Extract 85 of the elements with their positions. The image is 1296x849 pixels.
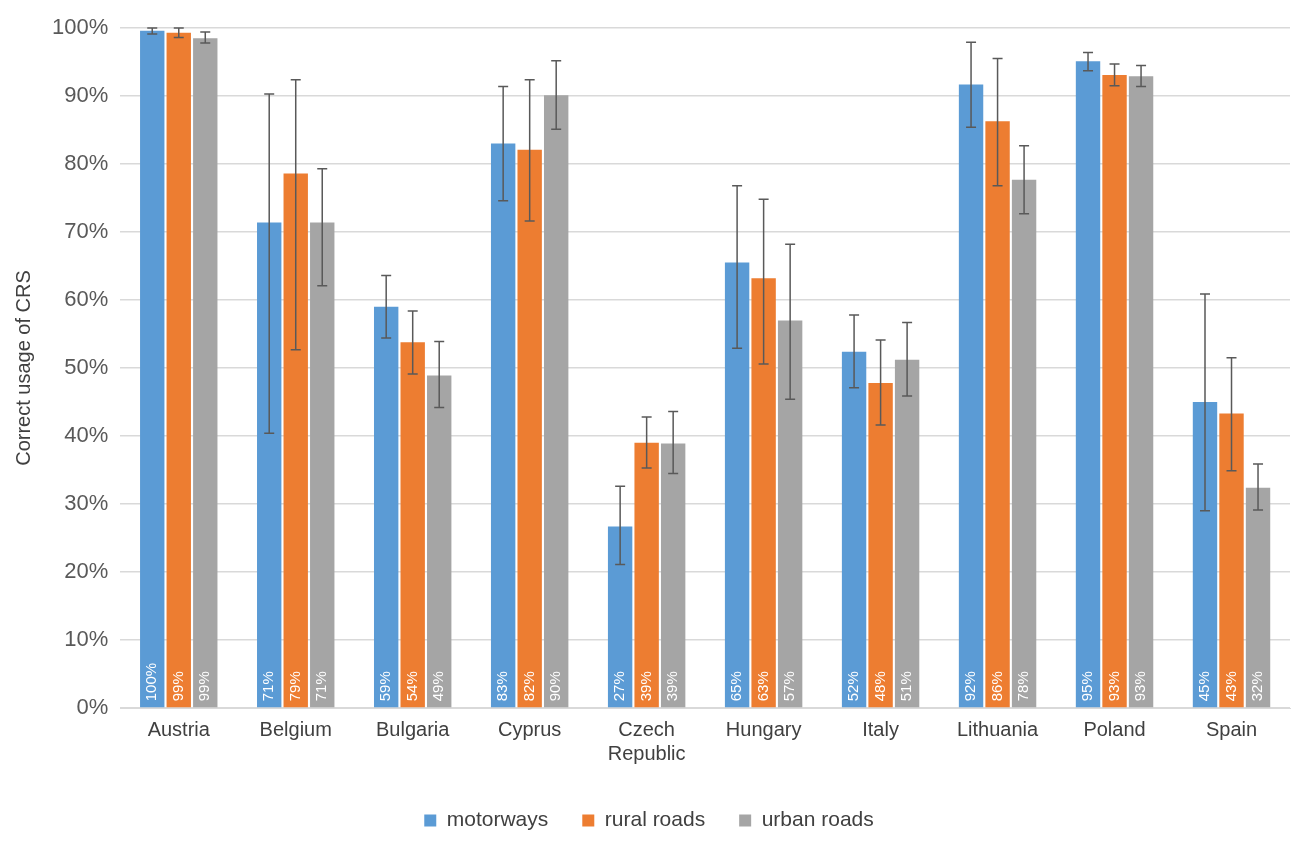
data-label: 32% (1248, 671, 1266, 702)
bar (1192, 402, 1218, 708)
x-tick-label: Hungary (725, 717, 802, 740)
bar (868, 382, 893, 708)
bar (1219, 413, 1244, 708)
legend-label: rural roads (604, 807, 706, 831)
x-tick-label: Poland (1083, 717, 1146, 740)
y-tick-label: 70% (64, 218, 109, 244)
data-label: 86% (987, 671, 1005, 702)
y-tick-label: 40% (64, 422, 109, 448)
y-tick-label: 80% (64, 150, 109, 176)
bar (634, 442, 659, 708)
data-label: 79% (285, 671, 303, 702)
data-label: 43% (1221, 671, 1239, 702)
data-label: 95% (1078, 671, 1096, 702)
y-axis-title: Correct usage of CRS (11, 270, 34, 466)
bar (140, 30, 165, 708)
bar (400, 342, 425, 708)
legend-label: motorways (446, 807, 549, 831)
data-label: 99% (168, 671, 186, 702)
bar (310, 222, 335, 708)
data-label: 93% (1131, 671, 1149, 702)
data-label: 54% (402, 671, 420, 702)
data-label: 45% (1195, 671, 1213, 702)
x-tick-label: Lithuania (956, 717, 1040, 740)
y-tick-label: 100% (51, 14, 109, 40)
y-tick-label: 60% (64, 286, 109, 312)
bar (1102, 74, 1127, 708)
data-label: 59% (376, 671, 394, 702)
y-tick-label: 10% (64, 626, 109, 652)
bar (1245, 487, 1271, 708)
bar (777, 320, 803, 708)
data-label: 48% (870, 671, 888, 702)
bar (751, 278, 776, 708)
x-tick-label: Czech Republic (607, 717, 686, 764)
data-label: 71% (259, 671, 277, 702)
data-label: 71% (312, 671, 330, 702)
bar (193, 38, 218, 708)
data-label: 90% (546, 671, 564, 702)
bar (257, 222, 282, 708)
bar (427, 375, 452, 708)
bar (1128, 76, 1154, 708)
data-label: 57% (780, 671, 798, 702)
y-tick-label: 90% (64, 82, 109, 108)
bar (985, 121, 1010, 708)
data-label: 52% (844, 671, 862, 702)
bar (1011, 179, 1037, 708)
data-label: 78% (1014, 671, 1032, 702)
data-label: 39% (636, 671, 654, 702)
data-label: 51% (897, 671, 915, 702)
bar (607, 526, 633, 708)
x-tick-label: Italy (862, 717, 899, 740)
x-tick-label: Spain (1205, 717, 1258, 740)
bar (517, 149, 542, 708)
data-label: 27% (610, 671, 628, 702)
bar (490, 143, 516, 708)
data-label: 99% (195, 671, 213, 702)
bar (166, 32, 191, 708)
bar (724, 262, 750, 708)
bar (841, 351, 867, 708)
x-tick-label: Austria (147, 717, 211, 740)
y-tick-label: 20% (64, 558, 109, 584)
data-label: 100% (142, 662, 160, 702)
y-tick-label: 0% (76, 694, 109, 720)
data-label: 93% (1104, 671, 1122, 702)
data-label: 39% (663, 671, 681, 702)
data-label: 92% (961, 671, 979, 702)
y-tick-label: 30% (64, 490, 109, 516)
x-tick-label: Belgium (259, 717, 332, 740)
bar (543, 95, 569, 708)
legend-label: urban roads (761, 807, 874, 831)
data-label: 83% (493, 671, 511, 702)
data-label: 49% (429, 671, 447, 702)
x-tick-label: Bulgaria (376, 717, 451, 740)
bar (958, 84, 984, 708)
data-label: 65% (727, 671, 745, 702)
bar (283, 173, 308, 708)
bar (1075, 61, 1101, 708)
bar (894, 359, 920, 708)
bar (660, 443, 686, 708)
y-tick-label: 50% (64, 354, 109, 380)
data-label: 63% (753, 671, 771, 702)
data-label: 82% (519, 671, 537, 702)
x-tick-label: Cyprus (497, 717, 562, 740)
bar (373, 306, 399, 708)
